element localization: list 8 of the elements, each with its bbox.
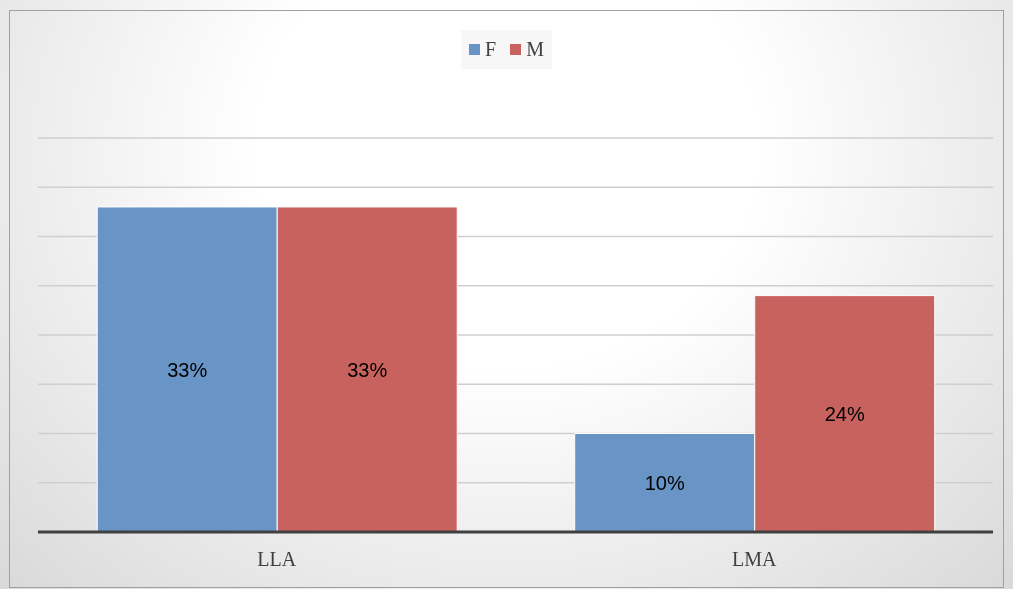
x-tick-label: LMA (732, 548, 778, 571)
data-label: 33% (167, 358, 208, 381)
legend-label: F (484, 38, 497, 61)
text: M (525, 38, 544, 61)
data-label: 24% (824, 402, 865, 425)
x-tick-label: LLA (257, 548, 297, 571)
data-label: 10% (644, 471, 685, 494)
data-label: 33% (347, 358, 388, 381)
